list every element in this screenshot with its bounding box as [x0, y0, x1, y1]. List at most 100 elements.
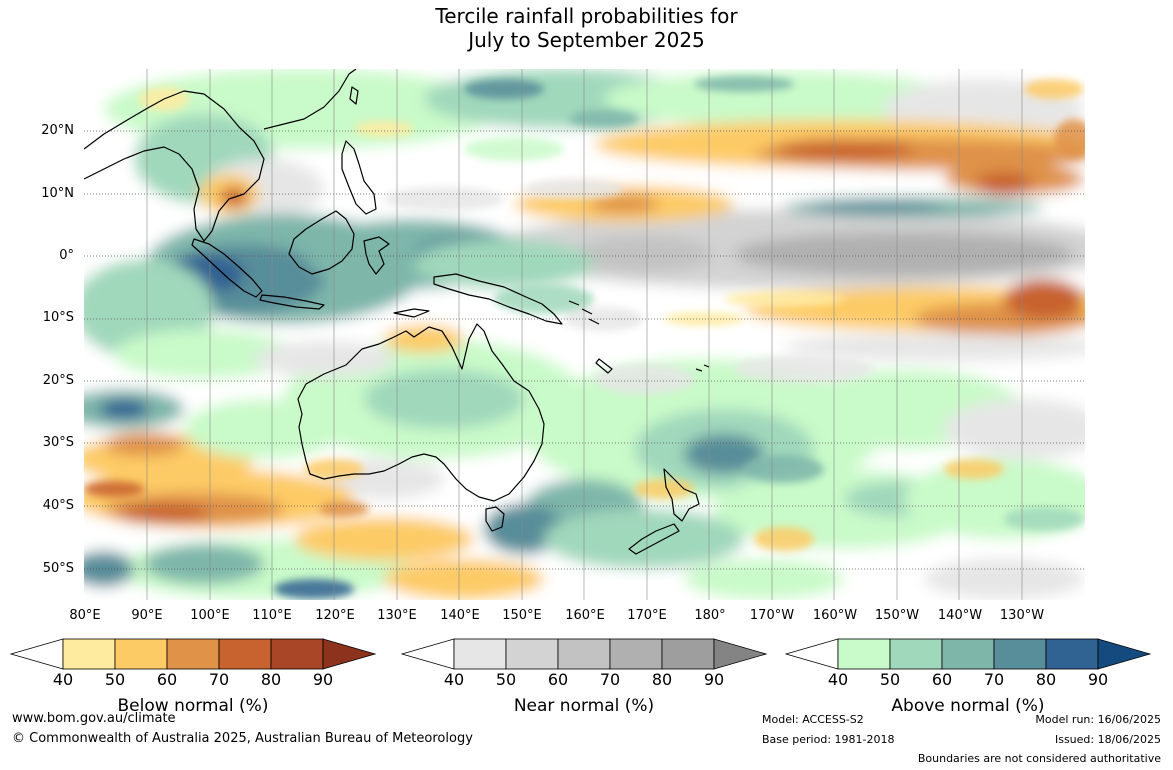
new-caledonia-coastline: [595, 358, 613, 374]
colorbar-extend-low: [10, 638, 64, 670]
sumatra-coastline: [191, 238, 263, 298]
colorbar-extend-low: [785, 638, 839, 670]
colorbar-swatch: [1045, 638, 1099, 670]
colorbar-extend-low: [401, 638, 455, 670]
lon-label: 130°E: [377, 608, 417, 623]
indochina-coastline: [84, 90, 265, 242]
lat-label: 30°S: [42, 435, 74, 450]
colorbar-title: Near normal (%): [513, 696, 655, 716]
colorbar-swatch: [114, 638, 168, 670]
lon-label: 150°E: [502, 608, 542, 623]
footer-base-period: Base period: 1981-2018: [762, 733, 895, 746]
colorbar-tick: 50: [495, 670, 517, 689]
timor-coastline: [393, 308, 430, 318]
colorbar-swatch: [557, 638, 611, 670]
taiwan-coastline: [349, 86, 359, 105]
map-panel: [84, 69, 1085, 600]
colorbar-tick: 70: [599, 670, 621, 689]
colorbar-tick: 40: [443, 670, 465, 689]
colorbar-tick: 60: [547, 670, 569, 689]
lon-label: 140°W: [937, 608, 983, 623]
lon-label: 150°W: [874, 608, 920, 623]
lat-label: 10°S: [42, 310, 74, 325]
map-canvas: [84, 69, 1085, 600]
colorbar-tick: 80: [651, 670, 673, 689]
colorbar-below-normal-swatches: [10, 638, 377, 670]
shading-layer: [84, 69, 1085, 600]
borneo-coastline: [288, 210, 355, 275]
lon-label: 130°W: [999, 608, 1045, 623]
colorbar-tick: 40: [827, 670, 849, 689]
colorbar-swatch: [218, 638, 272, 670]
lon-label: 160°E: [565, 608, 605, 623]
tasmania-coastline: [485, 506, 505, 532]
lat-label: 20°S: [42, 373, 74, 388]
footer-url: www.bom.gov.au/climate: [12, 711, 176, 726]
title-line-2: July to September 2025: [468, 28, 705, 52]
gridlines: [84, 69, 1085, 600]
lon-label: 170°W: [749, 608, 795, 623]
colorbar-tick: 90: [703, 670, 725, 689]
title-line-1: Tercile rainfall probabilities for: [435, 4, 738, 28]
colorbar-tick: 70: [208, 670, 230, 689]
footer-model: Model: ACCESS-S2: [762, 713, 864, 726]
lat-label: 50°S: [42, 561, 74, 576]
lon-label: 80°E: [69, 608, 101, 623]
map-title: Tercile rainfall probabilities for July …: [0, 4, 1173, 52]
colorbar-swatch: [166, 638, 220, 670]
lon-label: 100°E: [190, 608, 230, 623]
colorbar-tick: 90: [312, 670, 334, 689]
colorbar-extend-high: [322, 638, 377, 670]
australia-coastline: [297, 323, 545, 502]
lat-label: 20°N: [41, 123, 74, 138]
colorbar-swatch: [837, 638, 891, 670]
colorbar-swatch: [889, 638, 943, 670]
colorbar-near-normal-swatches: [401, 638, 768, 670]
lon-label: 140°E: [440, 608, 480, 623]
colorbar-swatch: [661, 638, 715, 670]
colorbar-swatch: [993, 638, 1047, 670]
colorbar-extend-high: [1097, 638, 1152, 670]
colorbar-tick: 90: [1087, 670, 1109, 689]
lat-label: 10°N: [41, 186, 74, 201]
colorbar-swatch: [270, 638, 324, 670]
lon-label: 90°E: [131, 608, 163, 623]
footer-boundaries-note: Boundaries are not considered authoritat…: [917, 752, 1161, 765]
china-coastline: [263, 69, 357, 130]
lat-label: 40°S: [42, 498, 74, 513]
lon-label: 120°E: [315, 608, 355, 623]
footer-model-run: Model run: 16/06/2025: [1035, 713, 1161, 726]
colorbar-title: Above normal (%): [891, 696, 1045, 716]
colorbar-tick: 80: [260, 670, 282, 689]
coastlines: [84, 69, 710, 555]
new-zealand-north-coastline: [663, 468, 700, 522]
colorbar-tick: 60: [931, 670, 953, 689]
shading-texture: [84, 76, 1085, 599]
colorbar-title: Below normal (%): [117, 696, 269, 716]
footer-copyright: © Commonwealth of Australia 2025, Austra…: [12, 731, 473, 746]
philippines-coastline: [341, 140, 377, 215]
lat-label: 0°: [59, 248, 74, 263]
colorbar-swatch: [609, 638, 663, 670]
colorbar-extend-high: [713, 638, 768, 670]
colorbar-tick: 80: [1035, 670, 1057, 689]
lon-label: 170°E: [627, 608, 667, 623]
sulawesi-coastline: [363, 236, 390, 275]
colorbar-above-normal-swatches: [785, 638, 1152, 670]
java-coastline: [259, 294, 325, 310]
footer-issued: Issued: 18/06/2025: [1054, 733, 1161, 746]
colorbar-tick: 70: [983, 670, 1005, 689]
solomon-islands-coastline: [568, 300, 600, 325]
colorbar-tick: 50: [879, 670, 901, 689]
lon-label: 160°W: [812, 608, 858, 623]
colorbar-swatch: [453, 638, 507, 670]
lon-label: 180°: [694, 608, 726, 623]
colorbar-tick: 50: [104, 670, 126, 689]
colorbar-tick: 60: [156, 670, 178, 689]
new-guinea-coastline: [433, 273, 563, 325]
lon-label: 110°E: [252, 608, 292, 623]
colorbar-swatch: [62, 638, 116, 670]
new-zealand-south-coastline: [628, 523, 680, 555]
colorbar-swatch: [941, 638, 995, 670]
colorbar-swatch: [505, 638, 559, 670]
